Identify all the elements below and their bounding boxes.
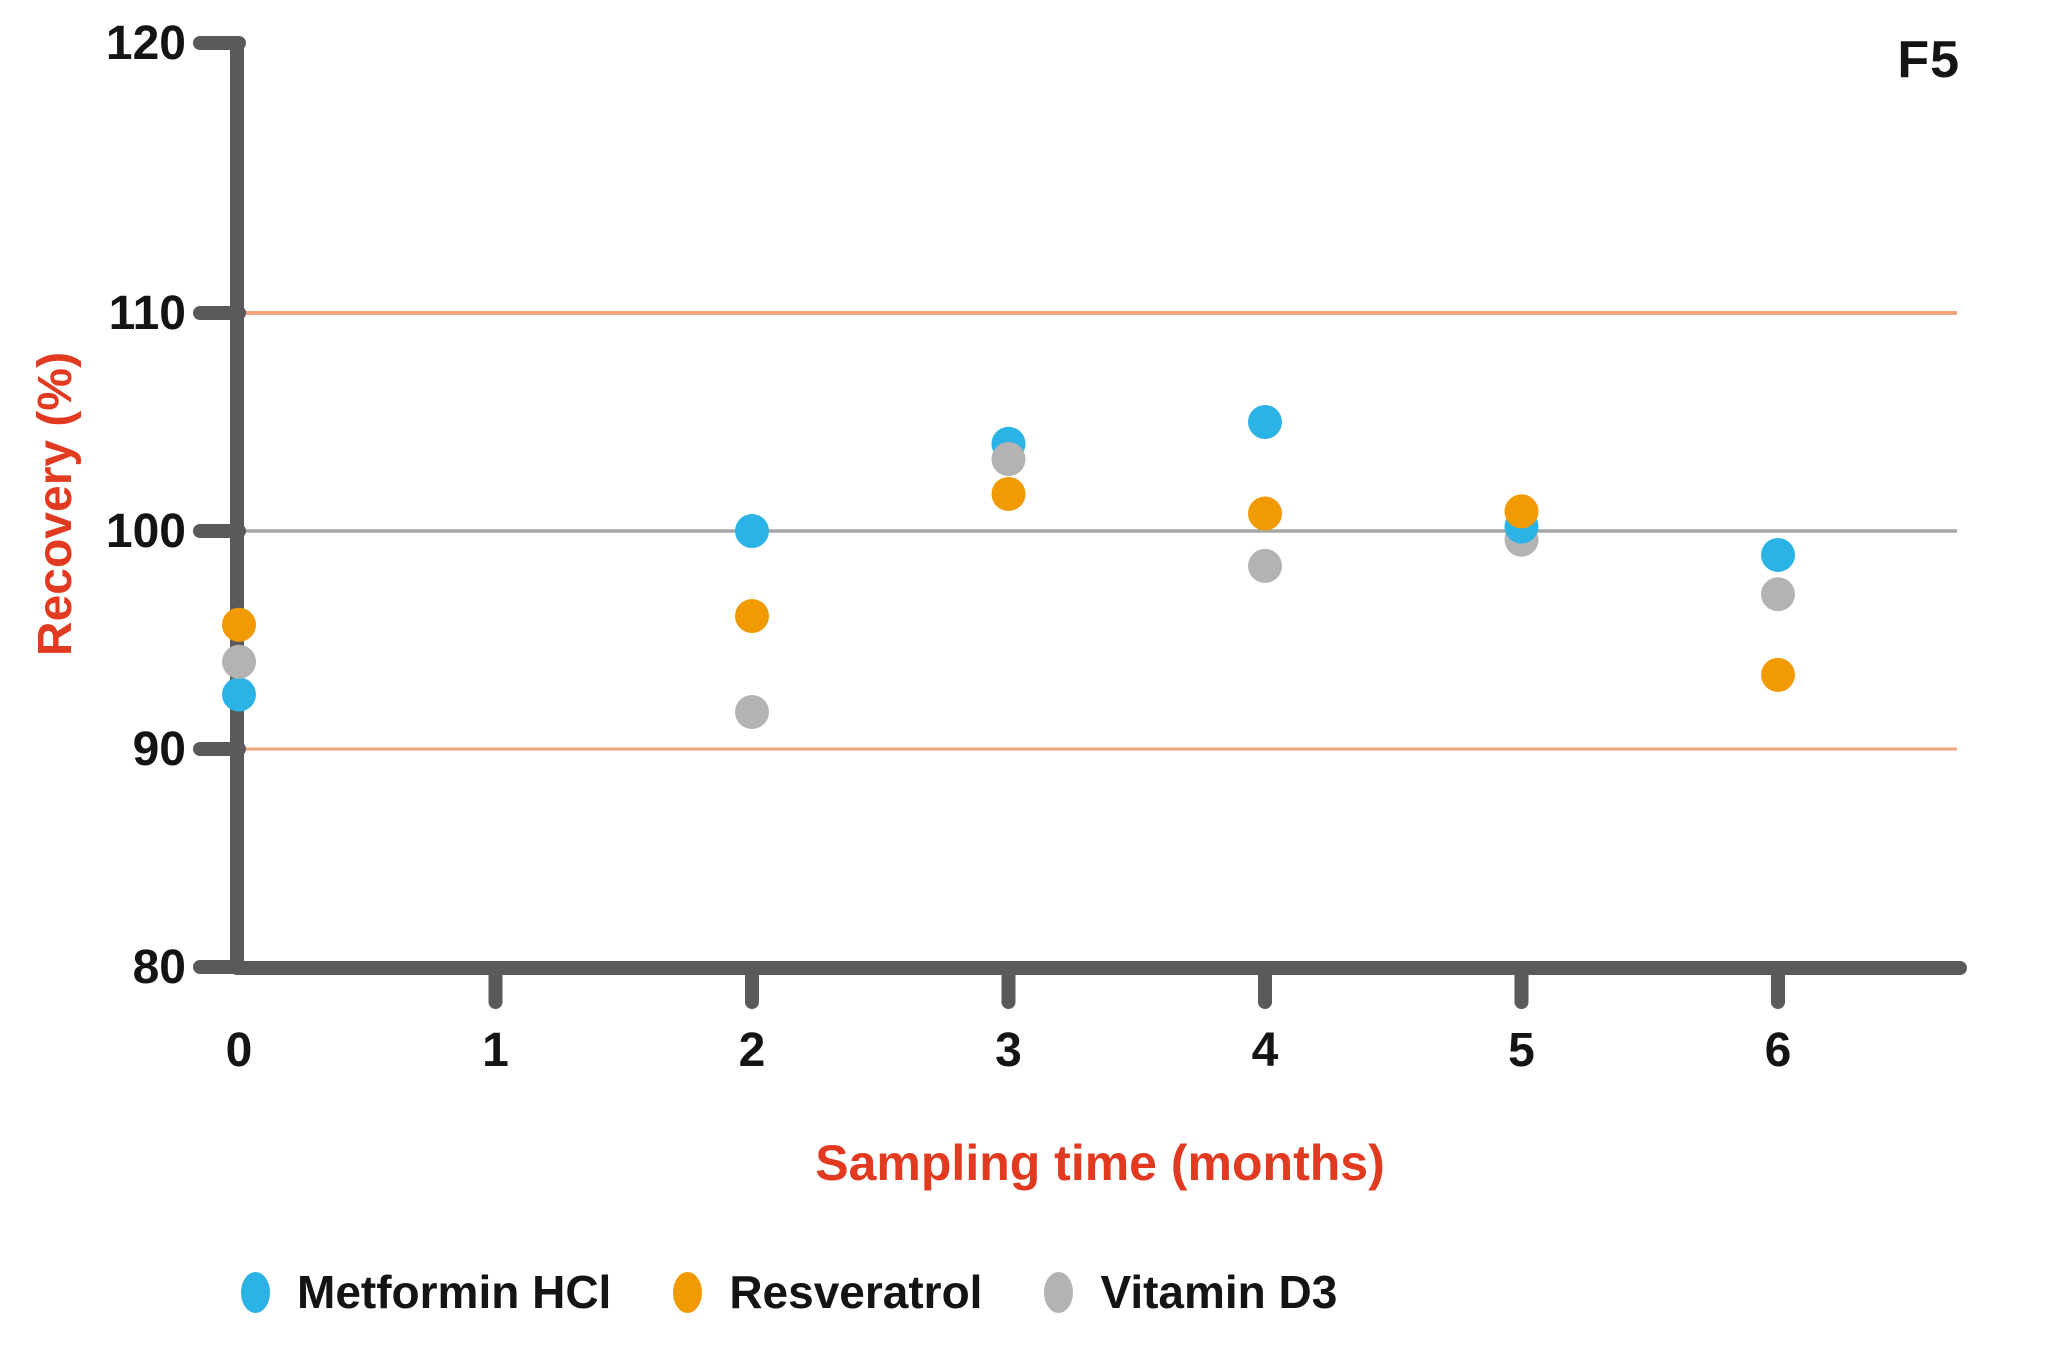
point-vitamin-d3-month-0 [222, 644, 256, 679]
point-metformin-hcl-month-4 [1248, 405, 1282, 439]
point-resveratrol-month-2 [735, 599, 769, 634]
y-tick-label-120: 120 [106, 17, 186, 70]
y-tick-label-100: 100 [106, 505, 186, 558]
x-tick-label-2: 2 [739, 1024, 766, 1077]
point-resveratrol-month-0 [222, 607, 256, 642]
legend-label-metformin-hcl: Metformin HCl [297, 1266, 612, 1318]
y-tick-label-90: 90 [133, 723, 186, 776]
axis-spine [230, 36, 1967, 975]
point-resveratrol-month-4 [1248, 496, 1282, 531]
x-tick-label-6: 6 [1765, 1024, 1792, 1077]
tick-labels-group: 80 90 100 110 120 0 1 2 3 4 5 6 [106, 17, 1791, 1077]
x-axis-title: Sampling time (months) [815, 1135, 1385, 1191]
data-points-group [222, 405, 1795, 729]
point-vitamin-d3-month-3 [991, 442, 1026, 477]
axes-group [193, 36, 1967, 1009]
y-axis-title: Recovery (%) [29, 351, 82, 657]
point-vitamin-d3-month-4 [1248, 548, 1282, 583]
legend: Metformin HCl Resveratrol Vitamin D3 [241, 1266, 1337, 1318]
point-metformin-hcl-month-2 [735, 514, 769, 548]
legend-item-resveratrol: Resveratrol [673, 1269, 982, 1315]
y-tick-label-110: 110 [109, 287, 186, 340]
legend-item-metformin-hcl: Metformin HCl [241, 1269, 611, 1315]
x-tick-label-3: 3 [995, 1024, 1022, 1077]
point-resveratrol-month-6 [1761, 657, 1795, 692]
x-tick-label-0: 0 [226, 1024, 253, 1077]
point-resveratrol-month-3 [991, 476, 1026, 511]
point-metformin-hcl-month-0 [222, 677, 256, 712]
metformin-hcl-legend-marker-icon [241, 1271, 270, 1313]
resveratrol-legend-marker-icon [673, 1271, 703, 1313]
legend-label-vitamin-d3: Vitamin D3 [1100, 1266, 1338, 1318]
x-tick-label-5: 5 [1508, 1024, 1535, 1077]
legend-item-vitamin-d3: Vitamin D3 [1044, 1269, 1337, 1315]
point-metformin-hcl-month-6 [1761, 537, 1795, 572]
x-tick-label-4: 4 [1252, 1024, 1279, 1077]
point-vitamin-d3-month-6 [1761, 577, 1795, 612]
y-tick-label-80: 80 [133, 941, 186, 994]
point-resveratrol-month-5 [1504, 494, 1539, 529]
reference-lines-group [244, 311, 1957, 751]
point-vitamin-d3-month-2 [735, 694, 769, 729]
x-tick-label-1: 1 [482, 1024, 509, 1077]
vitamin-d3-legend-marker-icon [1044, 1271, 1074, 1313]
legend-label-resveratrol: Resveratrol [729, 1266, 983, 1318]
panel-label: F5 [1897, 31, 1960, 89]
